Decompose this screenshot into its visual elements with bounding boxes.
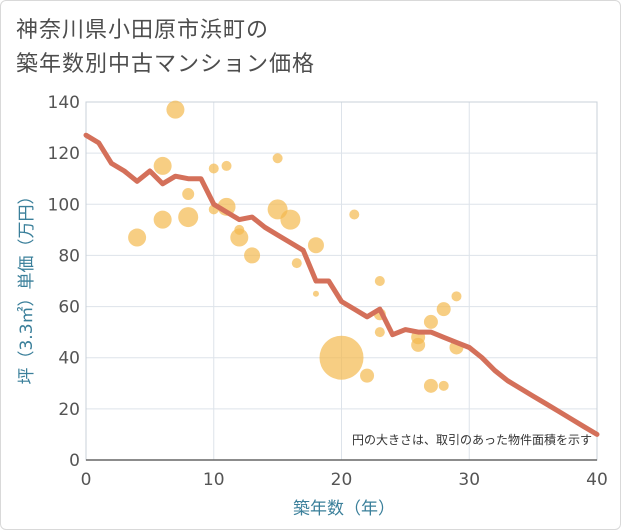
bubble-point bbox=[374, 327, 385, 338]
x-tick-label: 40 bbox=[586, 470, 608, 490]
trend-series bbox=[83, 132, 600, 437]
bubble-point bbox=[230, 228, 249, 247]
bubble-point bbox=[244, 247, 261, 264]
bubble-point bbox=[411, 337, 426, 352]
y-tick-label: 140 bbox=[48, 93, 80, 113]
bubble-point bbox=[349, 209, 360, 220]
bubble-point bbox=[153, 210, 172, 229]
bubble-point bbox=[208, 163, 219, 174]
bubble-point bbox=[423, 314, 438, 329]
bubble-point bbox=[312, 290, 319, 297]
bubble-point bbox=[234, 224, 245, 235]
bubble-point bbox=[291, 258, 302, 269]
bubble-point bbox=[438, 380, 449, 391]
x-tick-label: 10 bbox=[203, 470, 225, 490]
x-axis-label: 築年数（年） bbox=[293, 499, 395, 519]
x-tick-label: 30 bbox=[458, 470, 480, 490]
x-tick-label: 20 bbox=[331, 470, 353, 490]
x-tick-label: 0 bbox=[81, 470, 92, 490]
title-line-1: 神奈川県小田原市浜町の bbox=[16, 18, 270, 43]
y-axis-label: 坪（3.3㎡）単価（万円） bbox=[17, 187, 37, 384]
bubble-point bbox=[319, 335, 364, 380]
y-tick-label: 40 bbox=[58, 349, 80, 369]
bubble-point bbox=[128, 228, 147, 247]
y-tick-labels: 0 20 40 60 80 100 120 140 bbox=[48, 93, 80, 471]
size-legend-note: 円の大きさは、取引のあった物件面積を示す bbox=[352, 432, 592, 447]
bubble-point bbox=[182, 188, 195, 201]
bubble-point bbox=[423, 378, 438, 393]
bubble-point bbox=[221, 160, 232, 171]
bubble-point bbox=[374, 276, 385, 286]
bubble-point bbox=[436, 302, 451, 317]
grid-lines bbox=[85, 101, 598, 461]
bubble-point bbox=[272, 153, 283, 164]
y-tick-label: 100 bbox=[48, 195, 80, 215]
x-tick-labels: 0 10 20 30 40 bbox=[81, 470, 608, 490]
bubble-point bbox=[153, 156, 172, 175]
bubble-point bbox=[360, 368, 375, 383]
bubble-point bbox=[178, 207, 199, 228]
bubble-point bbox=[280, 209, 301, 230]
y-tick-label: 60 bbox=[58, 298, 80, 318]
bubble-point bbox=[166, 100, 185, 119]
chart-title: 神奈川県小田原市浜町の 築年数別中古マンション価格 bbox=[16, 14, 315, 82]
y-tick-label: 120 bbox=[48, 144, 80, 164]
bubble-point bbox=[307, 237, 324, 254]
y-tick-label: 20 bbox=[58, 400, 80, 420]
title-line-2: 築年数別中古マンション価格 bbox=[16, 52, 316, 77]
y-tick-label: 0 bbox=[69, 451, 80, 471]
trend-line bbox=[83, 132, 600, 437]
y-tick-label: 80 bbox=[58, 246, 80, 266]
bubble-series bbox=[128, 100, 464, 393]
bubble-point bbox=[451, 291, 462, 302]
